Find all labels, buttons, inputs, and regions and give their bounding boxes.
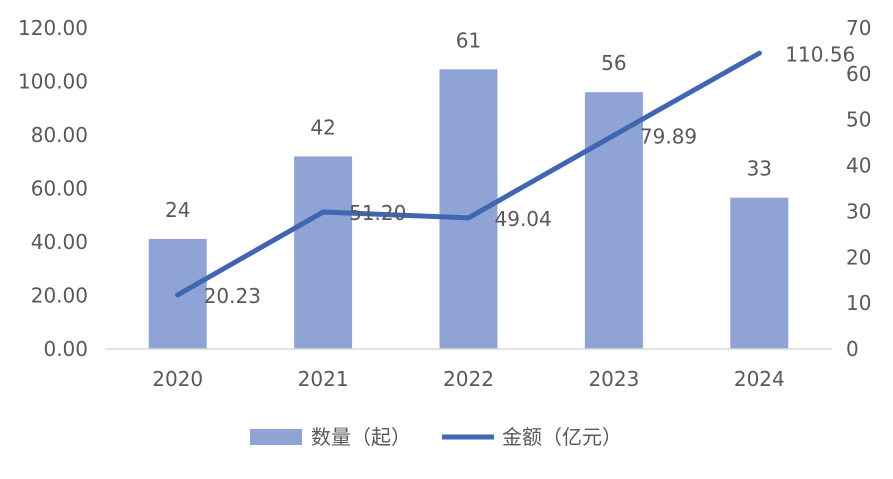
x-axis-tick-label: 2024 [734,367,785,391]
right-axis-tick-label: 20 [846,245,871,269]
bar-data-label: 33 [747,157,772,181]
left-axis-tick-label: 120.00 [18,16,88,40]
x-axis-tick-label: 2021 [298,367,349,391]
legend-bar-swatch [250,429,302,445]
line-point-2022 [466,215,471,221]
right-axis-tick-label: 40 [846,154,871,178]
right-axis-tick-label: 50 [846,108,871,132]
bar-data-label: 24 [165,198,190,222]
line-point-2021 [320,209,326,215]
line-data-label: 79.89 [640,124,697,148]
left-axis-tick-label: 40.00 [31,230,88,254]
legend-label-count: 数量（起） [311,425,411,449]
left-axis-tick-label: 100.00 [18,70,88,94]
right-axis-tick-label: 70 [846,16,871,40]
left-axis-tick-label: 0.00 [43,337,88,361]
legend-label-amount: 金额（亿元） [502,425,622,449]
line-point-2020 [175,292,181,298]
x-axis-tick-label: 2022 [443,367,494,391]
bar-data-label: 56 [601,51,626,75]
line-point-2024 [756,50,762,56]
right-axis-tick-label: 10 [846,291,871,315]
bar-data-label: 61 [456,28,481,52]
bar-2021 [294,156,353,349]
line-data-label: 49.04 [495,207,552,231]
bar-data-label: 42 [310,115,335,139]
x-axis-tick-label: 2023 [588,367,639,391]
right-axis-tick-label: 0 [846,337,859,361]
x-axis-tick-label: 2020 [152,367,203,391]
line-data-label: 51.20 [349,201,406,225]
line-data-label: 110.56 [785,42,855,66]
line-data-label: 20.23 [204,284,261,308]
right-axis-tick-label: 60 [846,62,871,86]
bar-2024 [730,197,789,349]
line-point-2023 [611,132,617,138]
right-axis-tick-label: 30 [846,199,871,223]
left-axis-tick-label: 60.00 [31,177,88,201]
left-axis-tick-label: 80.00 [31,123,88,147]
left-axis-tick-label: 20.00 [31,284,88,308]
bar-2023 [584,92,643,349]
